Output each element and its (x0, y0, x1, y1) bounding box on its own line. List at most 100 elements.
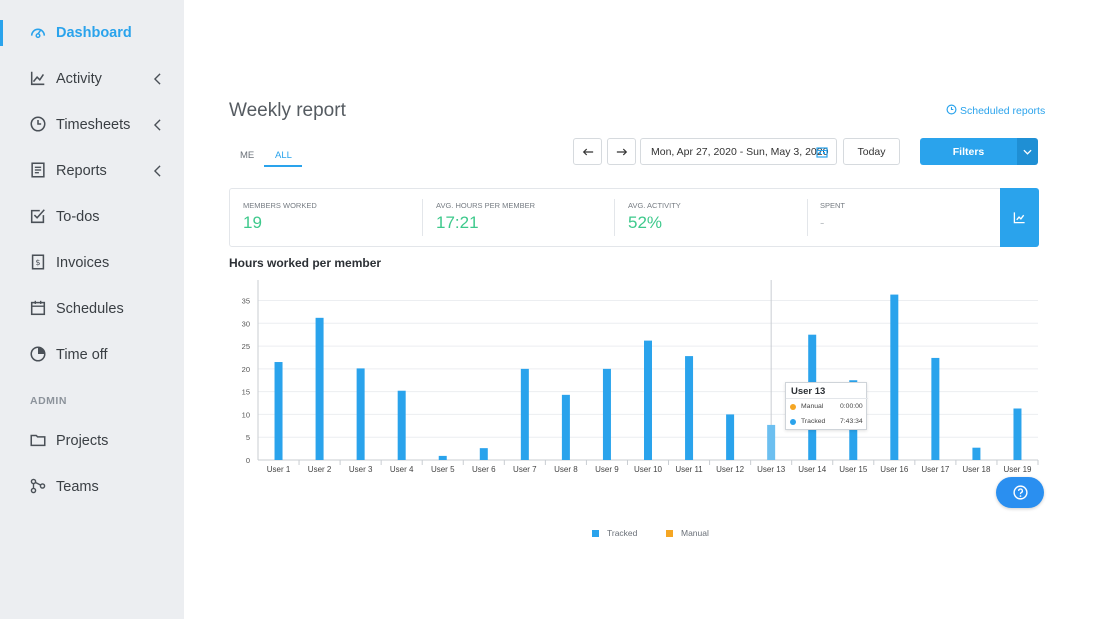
legend-label: Tracked (607, 528, 638, 538)
tooltip-title: User 13 (791, 386, 826, 397)
chevron-left-icon[interactable] (150, 70, 164, 88)
invoice-icon: $ (28, 252, 48, 272)
stat-divider (614, 199, 615, 236)
bar (726, 414, 735, 460)
chevron-down-icon (1023, 149, 1032, 155)
sidebar-item-teams[interactable]: Teams (0, 464, 184, 510)
svg-text:$: $ (35, 257, 40, 267)
tooltip-row-value: 0:00:00 (840, 403, 863, 410)
x-tick-label: User 2 (308, 465, 332, 474)
sidebar-item-reports[interactable]: Reports (0, 148, 184, 194)
bar (685, 356, 694, 460)
line-chart-icon (1013, 212, 1025, 224)
sidebar-item-schedules[interactable]: Schedules (0, 286, 184, 332)
arrow-left-icon (582, 148, 593, 155)
bar (397, 390, 406, 460)
sidebar-item-label: Teams (56, 479, 99, 495)
y-tick-label: 5 (246, 433, 250, 442)
stat-divider (422, 199, 423, 236)
x-tick-label: User 15 (839, 465, 868, 474)
x-tick-label: User 11 (675, 465, 703, 474)
sidebar-item-label: Timesheets (56, 117, 131, 133)
tooltip-row-label: Tracked (801, 418, 826, 425)
sidebar: Dashboard Activity Timesheets Reports To… (0, 0, 184, 619)
sidebar-item-dashboard[interactable]: Dashboard (0, 10, 184, 56)
sidebar-item-time-off[interactable]: Time off (0, 332, 184, 378)
x-tick-label: User 8 (554, 465, 578, 474)
scheduled-reports-label: Scheduled reports (960, 105, 1046, 117)
calendar-icon (816, 147, 828, 158)
date-range-value: Mon, Apr 27, 2020 - Sun, May 3, 2020 (651, 145, 829, 158)
x-tick-label: User 10 (634, 465, 663, 474)
stat-value: - (820, 215, 825, 230)
stat-label: MEMBERS WORKED (243, 201, 317, 210)
chevron-left-icon[interactable] (150, 162, 164, 180)
bar (479, 448, 488, 460)
sidebar-item-label: Schedules (56, 301, 124, 317)
tracked-swatch-icon (592, 529, 599, 537)
manual-dot-icon (790, 403, 796, 410)
clock-icon (946, 104, 957, 118)
today-button[interactable]: Today (843, 138, 900, 165)
sidebar-item-label: Dashboard (56, 25, 132, 41)
page-title: Weekly report (229, 100, 346, 121)
y-tick-label: 10 (242, 410, 250, 419)
chart-title: Hours worked per member (229, 256, 382, 270)
bar (931, 357, 940, 460)
dashboard-icon (28, 22, 48, 42)
bar (438, 455, 447, 460)
manual-swatch-icon (666, 529, 673, 537)
x-tick-label: User 18 (962, 465, 991, 474)
sidebar-item-timesheets[interactable]: Timesheets (0, 102, 184, 148)
legend-item-tracked[interactable]: Tracked (592, 528, 637, 538)
sidebar-item-activity[interactable]: Activity (0, 56, 184, 102)
stat-label: AVG. ACTIVITY (628, 201, 681, 210)
stats-card: MEMBERS WORKED 19 AVG. HOURS PER MEMBER … (229, 188, 1039, 247)
x-tick-label: User 13 (757, 465, 786, 474)
legend-label: Manual (681, 528, 709, 538)
sidebar-item-label: Invoices (56, 255, 110, 271)
stat-divider (807, 199, 808, 236)
x-tick-label: User 16 (880, 465, 909, 474)
next-week-button[interactable] (607, 138, 636, 165)
admin-heading: ADMIN (30, 395, 67, 407)
bar (890, 294, 899, 460)
previous-week-button[interactable] (573, 138, 602, 165)
filters-dropdown-button[interactable] (1017, 138, 1038, 165)
legend-item-manual[interactable]: Manual (666, 528, 709, 538)
bar (972, 447, 981, 460)
scheduled-reports-link[interactable]: Scheduled reports (946, 104, 1045, 118)
chart-toggle-button[interactable] (1000, 188, 1039, 247)
sidebar-item-label: To-dos (56, 209, 100, 225)
sidebar-item-label: Activity (56, 71, 102, 87)
date-range-picker[interactable]: Mon, Apr 27, 2020 - Sun, May 3, 2020 (640, 138, 837, 165)
stat-label: SPENT (820, 201, 846, 210)
tab-me[interactable]: ME (240, 150, 255, 161)
sidebar-item-todos[interactable]: To-dos (0, 194, 184, 240)
bar (561, 394, 570, 460)
x-tick-label: User 3 (349, 465, 373, 474)
bar (1013, 408, 1022, 460)
y-tick-label: 30 (242, 319, 250, 328)
x-tick-label: User 19 (1003, 465, 1032, 474)
teams-icon (28, 476, 48, 496)
report-icon (28, 160, 48, 180)
help-button[interactable] (996, 477, 1044, 508)
y-tick-label: 15 (242, 388, 250, 397)
tab-all[interactable]: ALL (275, 150, 292, 161)
folder-icon (28, 430, 48, 450)
bar (356, 368, 365, 460)
stat-value: 17:21 (436, 213, 479, 232)
chevron-left-icon[interactable] (150, 116, 164, 134)
tooltip-row-manual: Manual 0:00:00 (790, 403, 866, 410)
filters-button[interactable]: Filters (920, 138, 1017, 165)
x-tick-label: User 7 (513, 465, 537, 474)
sidebar-item-label: Reports (56, 163, 107, 179)
tooltip-row-tracked: Tracked 7:43:34 (790, 418, 866, 425)
x-tick-label: User 9 (595, 465, 619, 474)
sidebar-item-invoices[interactable]: $ Invoices (0, 240, 184, 286)
y-tick-label: 25 (242, 342, 250, 351)
sidebar-item-projects[interactable]: Projects (0, 418, 184, 464)
stat-label: AVG. HOURS PER MEMBER (436, 201, 536, 210)
tracked-dot-icon (790, 418, 796, 425)
